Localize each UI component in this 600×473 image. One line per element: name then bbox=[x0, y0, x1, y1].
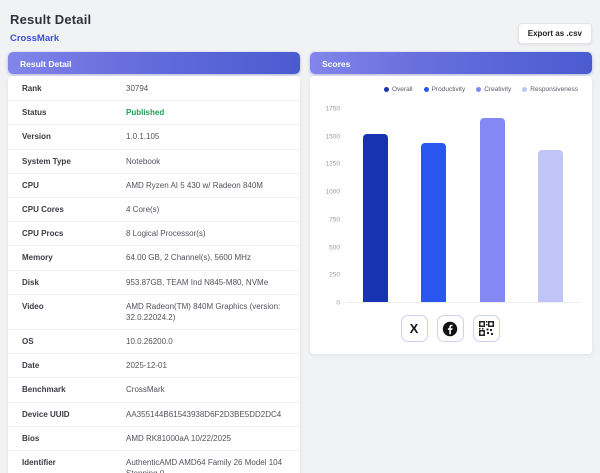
scores-bar-chart: 0 250 500 750 1000 1250 1500 1750 bbox=[320, 105, 580, 307]
bar-productivity[interactable] bbox=[421, 143, 447, 302]
row-value: Notebook bbox=[126, 156, 161, 166]
share-buttons: X bbox=[320, 315, 580, 342]
bar-responsiveness[interactable] bbox=[538, 150, 564, 302]
row-label: Device UUID bbox=[22, 409, 70, 419]
table-row: System Type Notebook bbox=[8, 150, 300, 174]
table-row: Bios AMD RK81000aA 10/22/2025 bbox=[8, 427, 300, 451]
table-row: Device UUID AA355144B61543938D6F2D3BE5DD2… bbox=[8, 403, 300, 427]
y-axis-tick: 1500 bbox=[325, 133, 340, 141]
result-detail-panel: Result Detail Rank 30794 Status Published Ve… bbox=[8, 52, 300, 473]
scores-panel-header: Scores bbox=[310, 52, 592, 74]
row-label: CPU bbox=[22, 180, 39, 190]
share-qr-button[interactable] bbox=[472, 315, 500, 342]
y-axis-tick: 1000 bbox=[325, 188, 340, 196]
table-row: Video AMD Radeon(TM) 840M Graphics (versi… bbox=[8, 295, 300, 331]
row-label: Memory bbox=[22, 253, 53, 263]
y-axis-tick: 250 bbox=[329, 271, 340, 279]
y-axis-tick: 1250 bbox=[325, 160, 340, 168]
row-value: 953.87GB, TEAM Ind N845-M80, NVMe bbox=[126, 277, 269, 287]
table-row: OS 10.0.26200.0 bbox=[8, 330, 300, 355]
table-row: Identifier AuthenticAMD AMD64 Family 26 M… bbox=[8, 451, 300, 473]
chart-y-axis: 0 250 500 750 1000 1250 1500 1750 bbox=[320, 105, 346, 307]
table-row: CPU AMD Ryzen AI 5 430 w/ Radeon 840M bbox=[8, 174, 300, 198]
qr-code-icon bbox=[478, 321, 494, 336]
crossmark-link[interactable]: CrossMark bbox=[10, 33, 60, 44]
row-label: Disk bbox=[22, 277, 39, 287]
row-value: 30794 bbox=[126, 84, 149, 93]
y-axis-tick: 750 bbox=[329, 216, 340, 224]
row-label: Status bbox=[22, 108, 47, 118]
row-value: 1.0.1.105 bbox=[126, 132, 160, 142]
row-value: AMD RK81000aA 10/22/2025 bbox=[126, 433, 231, 443]
table-row: Disk 953.87GB, TEAM Ind N845-M80, NVMe bbox=[8, 271, 300, 295]
share-facebook-button[interactable] bbox=[436, 315, 464, 342]
legend-label: Responsiveness bbox=[530, 86, 578, 93]
legend-dot-icon bbox=[384, 87, 389, 92]
facebook-icon bbox=[442, 321, 458, 336]
legend-dot-icon bbox=[522, 87, 528, 92]
row-label: Bios bbox=[22, 433, 40, 443]
legend-dot-icon bbox=[423, 87, 429, 92]
legend-item-overall[interactable]: Overall bbox=[384, 86, 413, 93]
bar-overall[interactable] bbox=[362, 134, 388, 302]
row-value: CrossMark bbox=[126, 385, 165, 395]
row-label: Date bbox=[22, 361, 40, 371]
table-row: CPU Procs 8 Logical Processor(s) bbox=[8, 222, 300, 247]
row-value: 2025-12-01 bbox=[126, 361, 167, 371]
share-x-button[interactable]: X bbox=[400, 315, 428, 342]
table-row: Date 2025-12-01 bbox=[8, 354, 300, 379]
y-axis-tick: 1750 bbox=[325, 105, 340, 113]
row-label: Identifier bbox=[22, 458, 56, 467]
y-axis-tick: 500 bbox=[329, 244, 340, 252]
bar-creativity[interactable] bbox=[479, 118, 505, 302]
x-icon: X bbox=[409, 321, 419, 336]
legend-item-responsiveness[interactable]: Responsiveness bbox=[522, 86, 578, 93]
result-detail-panel-header: Result Detail bbox=[8, 52, 300, 74]
row-value: AA355144B61543938D6F2D3BE5DD2DC4 bbox=[126, 409, 282, 419]
row-label: Rank bbox=[22, 84, 42, 93]
row-value: 64.00 GB, 2 Channel(s), 5600 MHz bbox=[126, 253, 251, 263]
row-label: System Type bbox=[22, 156, 71, 166]
page-header: Result Detail CrossMark Export as .csv bbox=[8, 8, 592, 52]
table-row: CPU Cores 4 Core(s) bbox=[8, 198, 300, 223]
scores-panel: Scores Overall Productivity Creativity Resp… bbox=[310, 52, 592, 354]
row-value: Published bbox=[126, 108, 165, 118]
table-row: Rank 30794 bbox=[8, 77, 300, 102]
table-row: Memory 64.00 GB, 2 Channel(s), 5600 MHz bbox=[8, 246, 300, 271]
export-csv-button[interactable]: Export as .csv bbox=[517, 23, 592, 44]
table-row: Benchmark CrossMark bbox=[8, 378, 300, 403]
row-value: 8 Logical Processor(s) bbox=[126, 229, 206, 239]
table-row: Version 1.0.1.105 bbox=[8, 125, 300, 150]
row-label: CPU Procs bbox=[22, 229, 64, 239]
row-value: AMD Radeon(TM) 840M Graphics (version: 3… bbox=[126, 301, 281, 322]
row-label: Benchmark bbox=[22, 385, 66, 395]
row-value: 4 Core(s) bbox=[126, 204, 160, 214]
legend-label: Overall bbox=[392, 86, 413, 93]
detail-table: Rank 30794 Status Published Version 1.0.1.105… bbox=[8, 76, 300, 473]
row-label: OS bbox=[22, 337, 34, 347]
row-value: AuthenticAMD AMD64 Family 26 Model 104 S… bbox=[126, 458, 283, 473]
y-axis-tick: 0 bbox=[336, 299, 340, 307]
legend-label: Productivity bbox=[431, 86, 466, 93]
legend-item-creativity[interactable]: Creativity bbox=[476, 86, 511, 93]
page-title: Result Detail bbox=[10, 12, 92, 27]
row-label: Video bbox=[22, 301, 44, 311]
legend-item-productivity[interactable]: Productivity bbox=[423, 86, 466, 93]
table-row: Status Published bbox=[8, 101, 300, 126]
row-value: AMD Ryzen AI 5 430 w/ Radeon 840M bbox=[126, 180, 263, 190]
chart-legend: Overall Productivity Creativity Responsiven… bbox=[320, 84, 580, 93]
legend-dot-icon bbox=[476, 87, 482, 92]
legend-label: Creativity bbox=[484, 86, 512, 93]
row-label: Version bbox=[22, 132, 51, 142]
row-value: 10.0.26200.0 bbox=[126, 337, 173, 347]
chart-plot-area bbox=[346, 107, 580, 303]
row-label: CPU Cores bbox=[22, 204, 64, 214]
